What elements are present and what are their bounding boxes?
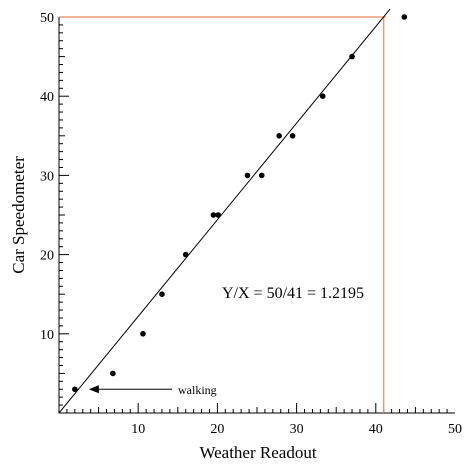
data-point	[319, 93, 326, 99]
x-tick-label: 50	[448, 422, 462, 437]
y-tick-label: 40	[40, 90, 54, 105]
x-tick-label: 10	[131, 422, 145, 437]
data-point	[159, 291, 165, 298]
data-point	[258, 172, 265, 179]
data-point	[215, 212, 221, 218]
y-axis-label: Car Speedometer	[9, 156, 28, 274]
data-point	[289, 133, 296, 139]
fit-line	[58, 8, 391, 414]
axis-frame	[58, 17, 455, 414]
x-tick-label: 40	[369, 422, 383, 437]
x-tick-label: 30	[290, 422, 304, 437]
y-tick-label: 20	[40, 249, 54, 264]
y-tick-label: 50	[40, 11, 54, 26]
walking-arrow-head	[88, 385, 99, 394]
plot-area: 10 20 30 40 50 10 20 30 40 50	[40, 8, 462, 437]
data-point	[349, 53, 355, 60]
data-point	[276, 133, 282, 139]
ratio-annotation: Y/X = 50/41 = 1.2195	[222, 285, 364, 302]
data-point	[182, 251, 189, 258]
data-point	[210, 212, 217, 218]
x-axis-label: Weather Readout	[199, 443, 316, 462]
data-point	[110, 370, 116, 377]
data-point	[244, 172, 251, 179]
y-tick-label: 10	[40, 328, 54, 343]
data-point	[140, 331, 146, 337]
y-tick-label: 30	[40, 169, 54, 184]
data-point	[72, 386, 78, 393]
walking-annotation: walking	[178, 383, 217, 397]
x-tick-label: 20	[210, 422, 224, 437]
data-point	[401, 14, 408, 20]
